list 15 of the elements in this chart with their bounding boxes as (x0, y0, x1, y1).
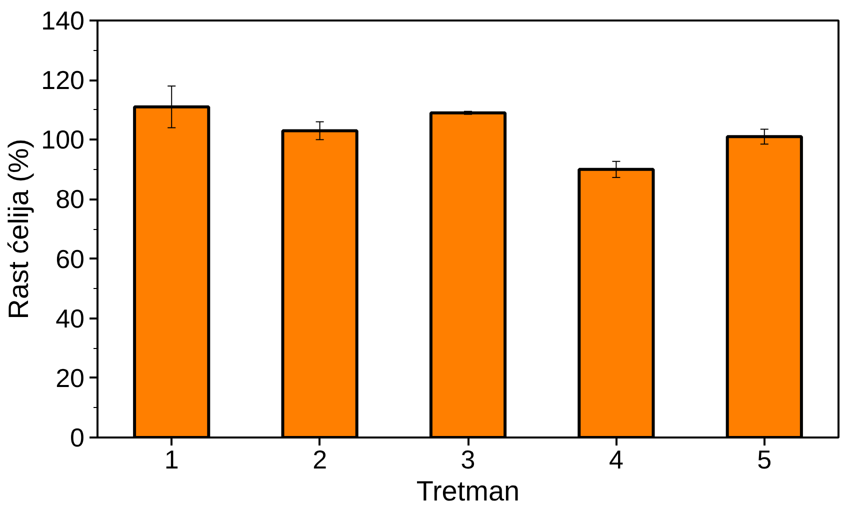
y-tick-label: 120 (41, 65, 85, 96)
x-tick-label: 3 (460, 444, 476, 474)
x-axis-title: Tretman (416, 476, 520, 506)
y-tick-label: 20 (56, 362, 84, 393)
x-tick-label: 4 (608, 444, 624, 474)
x-tick-label: 2 (312, 444, 328, 474)
y-tick-label: 100 (41, 124, 85, 155)
y-tick-label: 80 (56, 184, 84, 214)
y-tick-label: 40 (56, 303, 84, 334)
y-tick-label: 0 (70, 422, 85, 452)
y-tick-label: 140 (41, 6, 85, 36)
x-tick-label: 1 (164, 444, 179, 474)
y-tick-label: 60 (56, 244, 84, 274)
x-tick-label: 5 (757, 444, 772, 474)
y-axis-title: Rast ćelija (%) (3, 138, 34, 320)
